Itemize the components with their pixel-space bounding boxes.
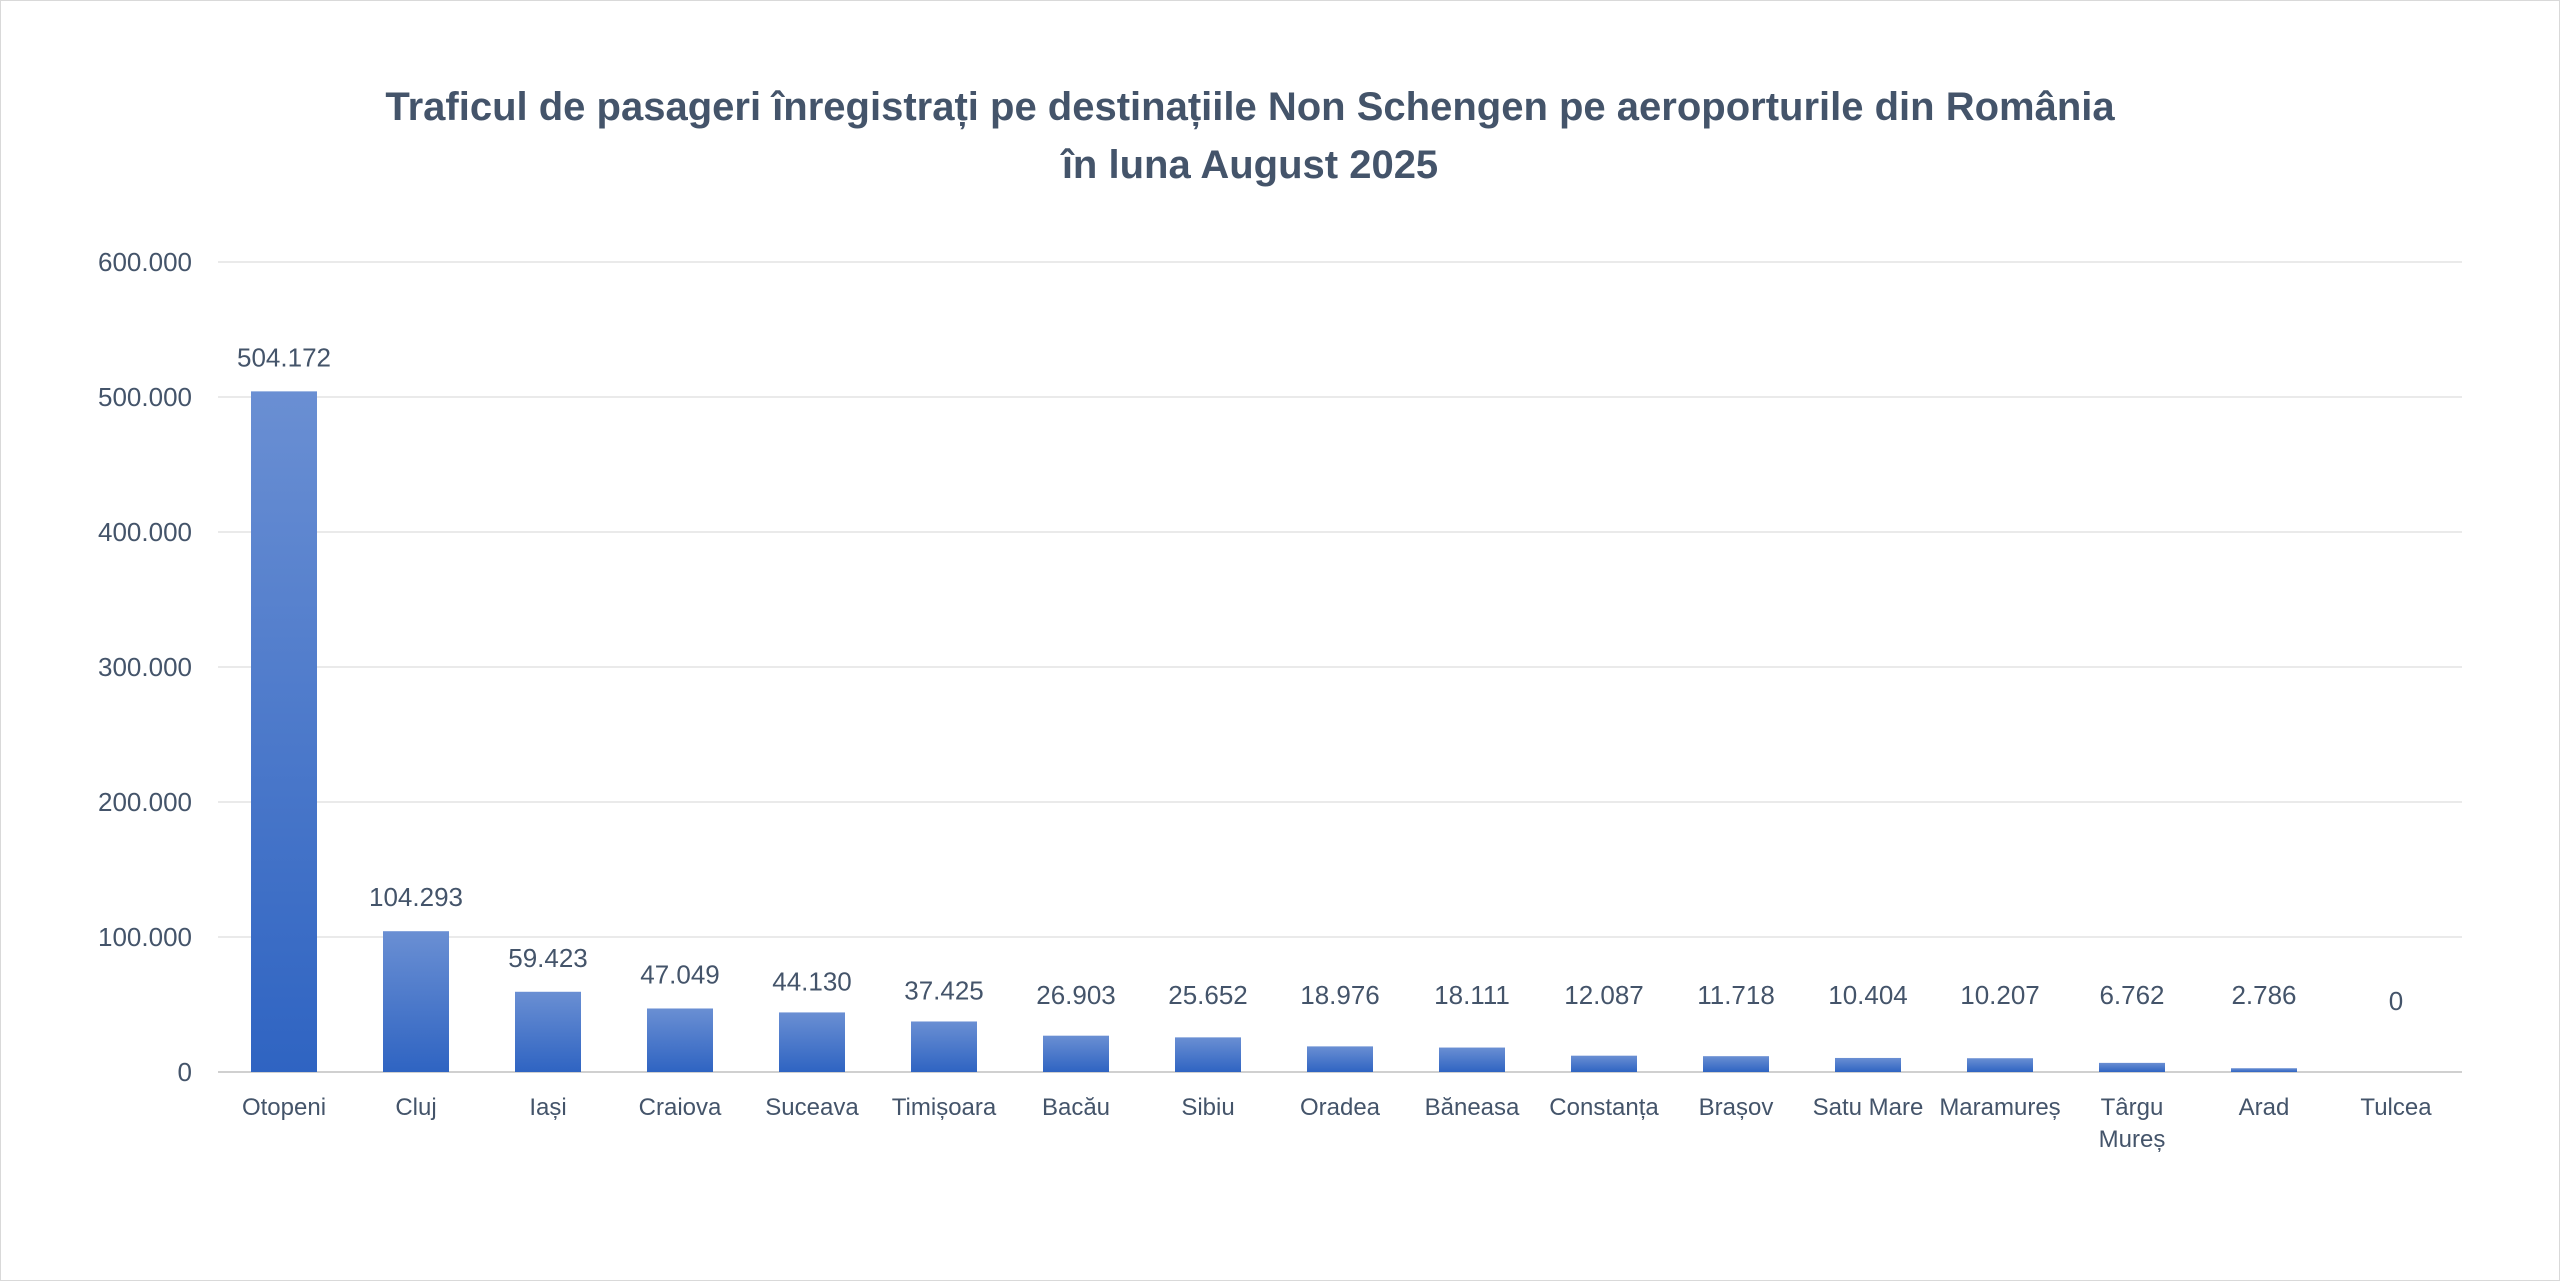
x-tick-label: Cluj bbox=[395, 1094, 436, 1121]
x-tick-label: Satu Mare bbox=[1813, 1094, 1924, 1121]
data-label: 10.207 bbox=[1960, 980, 2040, 1010]
chart-title: Traficul de pasageri înregistrați pe des… bbox=[0, 78, 2500, 194]
y-tick-label: 0 bbox=[178, 1057, 192, 1087]
y-tick-label: 500.000 bbox=[98, 382, 192, 412]
bar bbox=[383, 931, 449, 1072]
data-label: 6.762 bbox=[2099, 980, 2164, 1010]
chart-title-line-2: în luna August 2025 bbox=[1061, 143, 1439, 187]
data-label: 104.293 bbox=[369, 882, 463, 912]
x-tick-label: Timișoara bbox=[892, 1094, 997, 1121]
bar bbox=[2231, 1068, 2297, 1072]
bar bbox=[1439, 1047, 1505, 1072]
bar bbox=[2099, 1062, 2165, 1072]
bar bbox=[251, 391, 317, 1072]
data-label: 18.976 bbox=[1300, 980, 1380, 1010]
y-tick-label: 100.000 bbox=[98, 922, 192, 952]
data-label: 11.718 bbox=[1697, 980, 1775, 1010]
x-tick-label: Oradea bbox=[1300, 1094, 1381, 1121]
x-tick-label: Maramureș bbox=[1939, 1094, 2060, 1121]
data-label: 10.404 bbox=[1828, 980, 1908, 1010]
y-tick-label: 400.000 bbox=[98, 517, 192, 547]
y-tick-label: 200.000 bbox=[98, 787, 192, 817]
bar bbox=[779, 1012, 845, 1072]
data-label: 2.786 bbox=[2231, 980, 2296, 1010]
data-label: 47.049 bbox=[640, 959, 720, 989]
bar bbox=[1835, 1057, 1901, 1072]
bar bbox=[1307, 1046, 1373, 1072]
data-label: 0 bbox=[2389, 986, 2403, 1016]
data-label: 44.130 bbox=[772, 966, 852, 996]
x-tick-label: Brașov bbox=[1699, 1094, 1774, 1121]
bar bbox=[515, 991, 581, 1072]
x-tick-label: Târgu bbox=[2101, 1094, 2164, 1121]
gridlines bbox=[218, 261, 2462, 1073]
bar bbox=[911, 1021, 977, 1072]
data-label: 59.423 bbox=[508, 943, 588, 973]
y-axis-ticks: 0 100.000 200.000 300.000 400.000 500.000 600.… bbox=[98, 247, 192, 1087]
y-tick-label: 300.000 bbox=[98, 652, 192, 682]
data-label: 12.087 bbox=[1564, 980, 1644, 1010]
x-tick-label: Craiova bbox=[639, 1094, 722, 1121]
x-tick-label: Arad bbox=[2239, 1094, 2290, 1121]
x-tick-label: Iași bbox=[529, 1094, 566, 1121]
x-tick-label: Suceava bbox=[765, 1094, 859, 1121]
y-tick-label: 600.000 bbox=[98, 247, 192, 277]
x-tick-label: Mureș bbox=[2099, 1126, 2166, 1153]
x-tick-label: Sibiu bbox=[1181, 1094, 1234, 1121]
data-label: 25.652 bbox=[1168, 980, 1248, 1010]
chart-title-line-1: Traficul de pasageri înregistrați pe des… bbox=[385, 85, 2115, 129]
x-tick-label: Băneasa bbox=[1425, 1094, 1520, 1121]
bars bbox=[251, 391, 2297, 1072]
x-tick-label: Tulcea bbox=[2360, 1094, 2432, 1121]
bar bbox=[1967, 1058, 2033, 1072]
bar bbox=[1571, 1055, 1637, 1072]
bar bbox=[1175, 1037, 1241, 1072]
bar bbox=[647, 1008, 713, 1072]
data-labels: 504.172 104.293 59.423 47.049 44.130 37.425 26… bbox=[237, 342, 2403, 1016]
x-axis-ticks: Otopeni Cluj Iași Craiova Suceava Timișoara Ba… bbox=[242, 1094, 2432, 1153]
data-label: 26.903 bbox=[1036, 980, 1116, 1010]
bar bbox=[1703, 1056, 1769, 1072]
data-label: 37.425 bbox=[904, 975, 984, 1005]
data-label: 504.172 bbox=[237, 342, 331, 372]
data-label: 18.111 bbox=[1434, 980, 1510, 1010]
x-tick-label: Bacău bbox=[1042, 1094, 1110, 1121]
x-tick-label: Otopeni bbox=[242, 1094, 326, 1121]
x-tick-label: Constanța bbox=[1549, 1094, 1659, 1121]
bar bbox=[1043, 1035, 1109, 1072]
